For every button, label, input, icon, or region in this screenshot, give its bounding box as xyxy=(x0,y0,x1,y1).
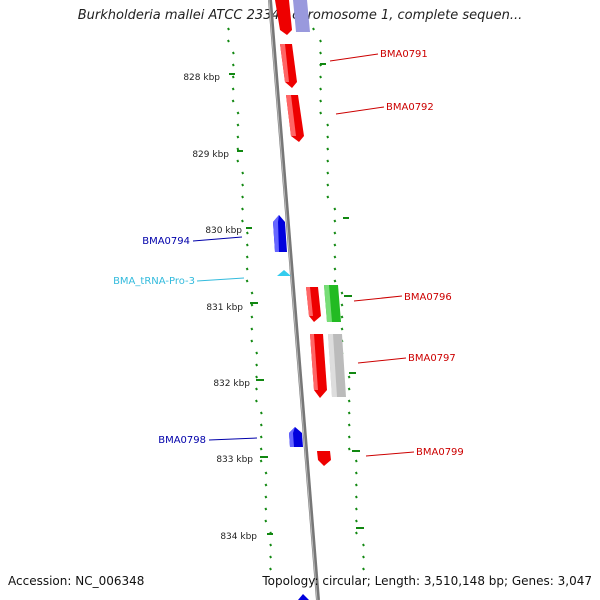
scale-label: 833 kbp xyxy=(216,455,253,465)
gc-track-right xyxy=(229,27,365,571)
scale-label: 828 kbp xyxy=(183,73,220,83)
label-leader-line xyxy=(365,451,415,457)
scale-track: 828 kbp 829 kbp 830 kbp 831 kbp 832 kbp 833 k… xyxy=(183,73,257,542)
gene-label[interactable]: BMA0798 xyxy=(158,435,206,446)
gene-label[interactable]: BMA0796 xyxy=(404,292,452,303)
gene-labels: BMA0791 BMA0792 BMA0794 BMA_tRNA-Pro-3 BMA07… xyxy=(113,49,464,458)
gene-label[interactable]: BMA_tRNA-Pro-3 xyxy=(113,276,195,287)
gene-label[interactable]: BMA0792 xyxy=(386,102,434,113)
gene-arrow-bma0799[interactable] xyxy=(317,451,331,466)
trna-bma-trna-pro-3[interactable] xyxy=(277,270,291,276)
topology-text: Topology: circular; Length: 3,510,148 bp… xyxy=(262,574,592,588)
label-leader-line xyxy=(329,53,379,62)
scale-label: 829 kbp xyxy=(192,150,229,160)
label-leader-line xyxy=(196,277,245,282)
scale-label: 830 kbp xyxy=(205,226,242,236)
feature-track xyxy=(273,0,346,600)
label-leader-line xyxy=(208,437,258,441)
scale-label: 831 kbp xyxy=(206,303,243,313)
scale-label: 832 kbp xyxy=(213,379,250,389)
label-leader-line xyxy=(335,106,385,115)
gc-track-left xyxy=(227,27,273,571)
gene-block-top-purple[interactable] xyxy=(293,0,310,32)
scale-label: 834 kbp xyxy=(220,532,257,542)
gene-label[interactable]: BMA0799 xyxy=(416,447,464,458)
accession-text: Accession: NC_006348 xyxy=(8,574,145,588)
gene-label[interactable]: BMA0791 xyxy=(380,49,428,60)
label-leader-line xyxy=(353,295,403,302)
label-leader-line xyxy=(192,236,243,242)
gene-label[interactable]: BMA0794 xyxy=(142,236,190,247)
chromosome-backbone xyxy=(268,0,320,600)
label-leader-line xyxy=(357,357,407,364)
gene-arrow-top-red[interactable] xyxy=(275,0,292,35)
gene-label[interactable]: BMA0797 xyxy=(408,353,456,364)
gene-arrow-bottom-blue[interactable] xyxy=(298,594,309,600)
